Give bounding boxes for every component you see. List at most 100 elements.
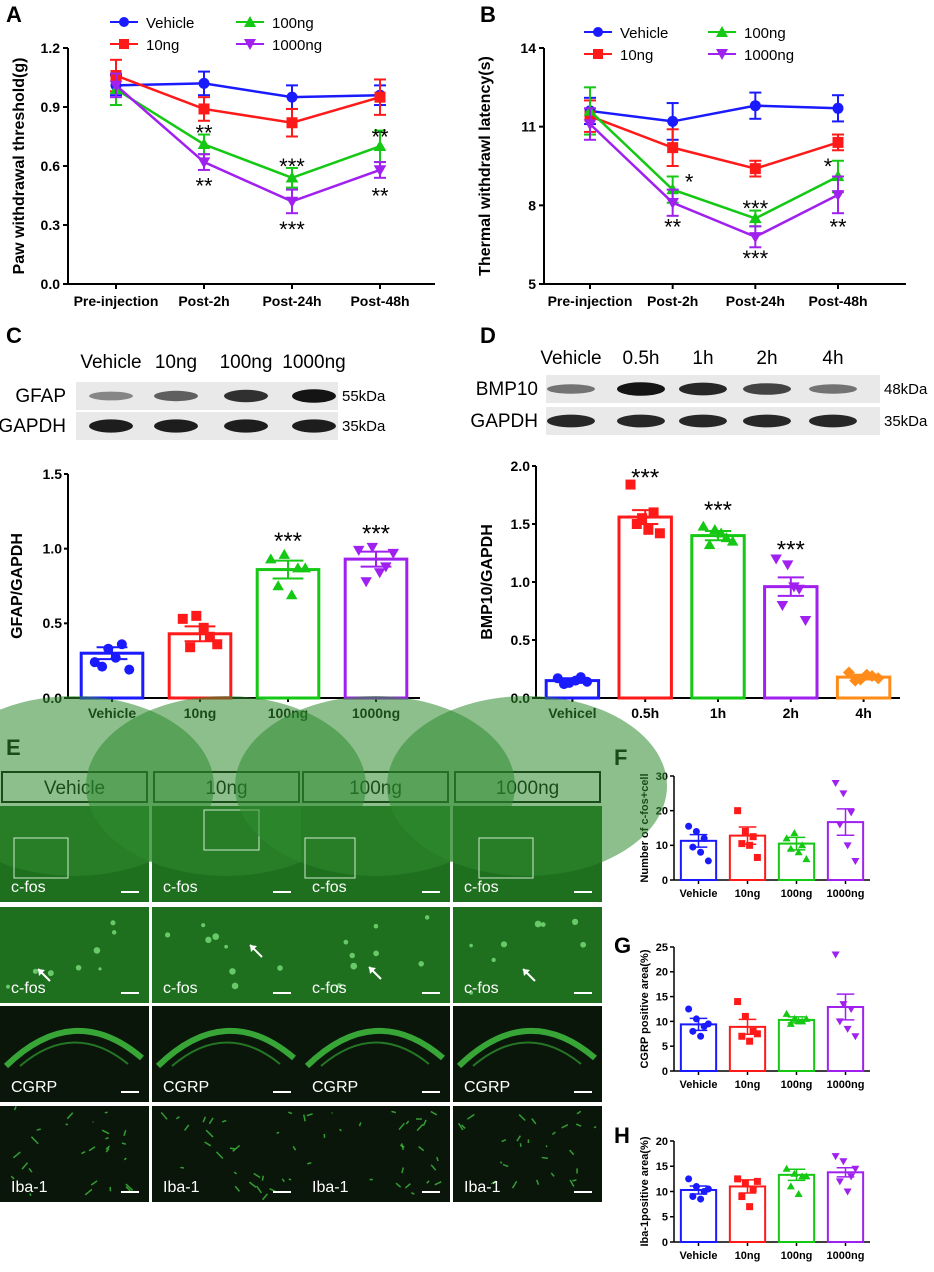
data-point <box>704 1020 712 1028</box>
micro-microglia <box>288 1111 293 1115</box>
blot-kda-label: 55kDa <box>342 388 386 405</box>
data-point <box>373 568 386 579</box>
data-point <box>782 834 791 842</box>
micro-microglia <box>430 1110 438 1116</box>
data-point <box>552 673 563 684</box>
y-tick-label: 5 <box>662 1212 668 1224</box>
data-point <box>212 639 223 650</box>
micro-positive-cell <box>469 943 473 948</box>
data-point-Vehicle <box>286 91 298 103</box>
western-blot-c: Vehicle 10ng 100ng 1000ng GFAP 55kDa GAPDH 35kD… <box>0 352 386 440</box>
micro-dorsal-horn-fibers <box>3 1027 144 1069</box>
x-tick-label: 4h <box>855 705 871 721</box>
y-tick-label: 10 <box>656 840 668 852</box>
micro-microglia <box>29 1193 32 1197</box>
data-point <box>692 1182 700 1190</box>
micro-microglia <box>358 1122 362 1127</box>
micro-roi-box <box>13 837 69 879</box>
series-line-100ng <box>589 110 839 220</box>
y-tick-label: 1.0 <box>511 574 531 590</box>
legend-label-10ng: 10ng <box>146 37 179 54</box>
data-point <box>786 1019 795 1027</box>
significance-mark: ** <box>829 214 847 239</box>
micro-positive-cell <box>231 982 239 990</box>
micro-microglia <box>121 1142 126 1145</box>
data-point <box>285 589 298 600</box>
x-tick-label: 10ng <box>735 1250 761 1262</box>
western-blot-d: Vehicle 0.5h 1h 2h 4h BMP10 48kDa GAPDH 35kDa <box>470 348 928 435</box>
data-point <box>790 829 799 837</box>
blot-band <box>154 419 198 433</box>
micro-microglia <box>411 1192 415 1195</box>
micro-microglia <box>401 1167 405 1174</box>
micro-microglia <box>391 1110 397 1114</box>
data-point <box>746 1203 754 1211</box>
micro-positive-cell <box>111 930 117 935</box>
data-point <box>198 622 209 633</box>
bar-0.5h <box>617 515 673 700</box>
micro-image-tile <box>301 1006 450 1102</box>
data-point <box>839 790 848 798</box>
blot-band <box>292 419 336 433</box>
bar-1000ng <box>343 557 409 700</box>
legend-b-marker-100ng <box>716 26 728 37</box>
micro-image-tile <box>152 907 301 1003</box>
bar-1h <box>690 534 746 700</box>
blot-lane-label: 0.5h <box>623 348 660 369</box>
micro-microglia <box>175 1116 180 1120</box>
bar-100ng <box>777 1018 816 1072</box>
data-point <box>380 562 392 573</box>
micro-positive-cell <box>110 920 116 926</box>
data-point <box>802 1014 811 1022</box>
micro-stain-label: c-fos <box>312 879 347 896</box>
bar-Vehicle <box>679 1023 718 1072</box>
data-point <box>738 1193 746 1201</box>
micro-microglia <box>499 1161 503 1164</box>
data-point <box>839 1001 848 1009</box>
data-point-1000ng <box>666 198 679 210</box>
micro-positive-cell <box>32 968 38 974</box>
y-tick-label: 25 <box>656 942 668 954</box>
data-point <box>860 668 873 681</box>
micro-microglia <box>307 1162 312 1165</box>
blot-band <box>617 382 665 396</box>
data-point-100ng <box>197 138 211 150</box>
y-axis-title: GFAP/GAPDH <box>9 533 26 639</box>
data-point <box>734 807 742 815</box>
micro-microglia <box>233 1171 238 1175</box>
data-point <box>89 657 100 668</box>
panel-letter-h: H <box>614 1123 630 1148</box>
data-point-Vehicle <box>749 100 761 112</box>
micro-microglia <box>395 1182 402 1188</box>
data-point <box>704 857 712 865</box>
micro-dorsal-horn-fibers <box>456 1027 597 1069</box>
micro-microglia <box>516 1135 522 1142</box>
data-point <box>265 553 277 564</box>
data-point <box>831 951 840 959</box>
x-tick-label: Post-24h <box>262 293 321 309</box>
significance-mark: ** <box>195 121 213 146</box>
y-axis-title: Iba-1positive area(%) <box>639 1136 651 1246</box>
micro-microglia <box>215 1151 224 1160</box>
significance-mark: *** <box>742 246 768 271</box>
micro-microglia <box>416 1123 424 1132</box>
data-point <box>292 562 304 573</box>
blot-band <box>679 382 727 396</box>
micro-positive-cell <box>98 967 102 971</box>
series-line-Vehicle <box>589 104 839 123</box>
blot-row-label: BMP10 <box>476 379 538 400</box>
data-point <box>715 527 727 538</box>
legend-b-marker-10ng <box>593 49 603 59</box>
x-tick-label: Post-48h <box>808 293 867 309</box>
y-tick-label: 0.0 <box>41 276 61 292</box>
micro-microglia <box>221 1119 227 1123</box>
y-tick-label: 1.5 <box>43 466 63 482</box>
blot-lane-label: 10ng <box>155 352 197 373</box>
data-point <box>843 1025 852 1033</box>
data-point <box>839 1158 848 1166</box>
micro-arrow-head <box>369 967 376 974</box>
micro-positive-cell <box>469 990 474 995</box>
series-line-Vehicle <box>115 82 381 99</box>
series-line-1000ng <box>115 84 381 203</box>
significance-mark: *** <box>279 217 305 242</box>
